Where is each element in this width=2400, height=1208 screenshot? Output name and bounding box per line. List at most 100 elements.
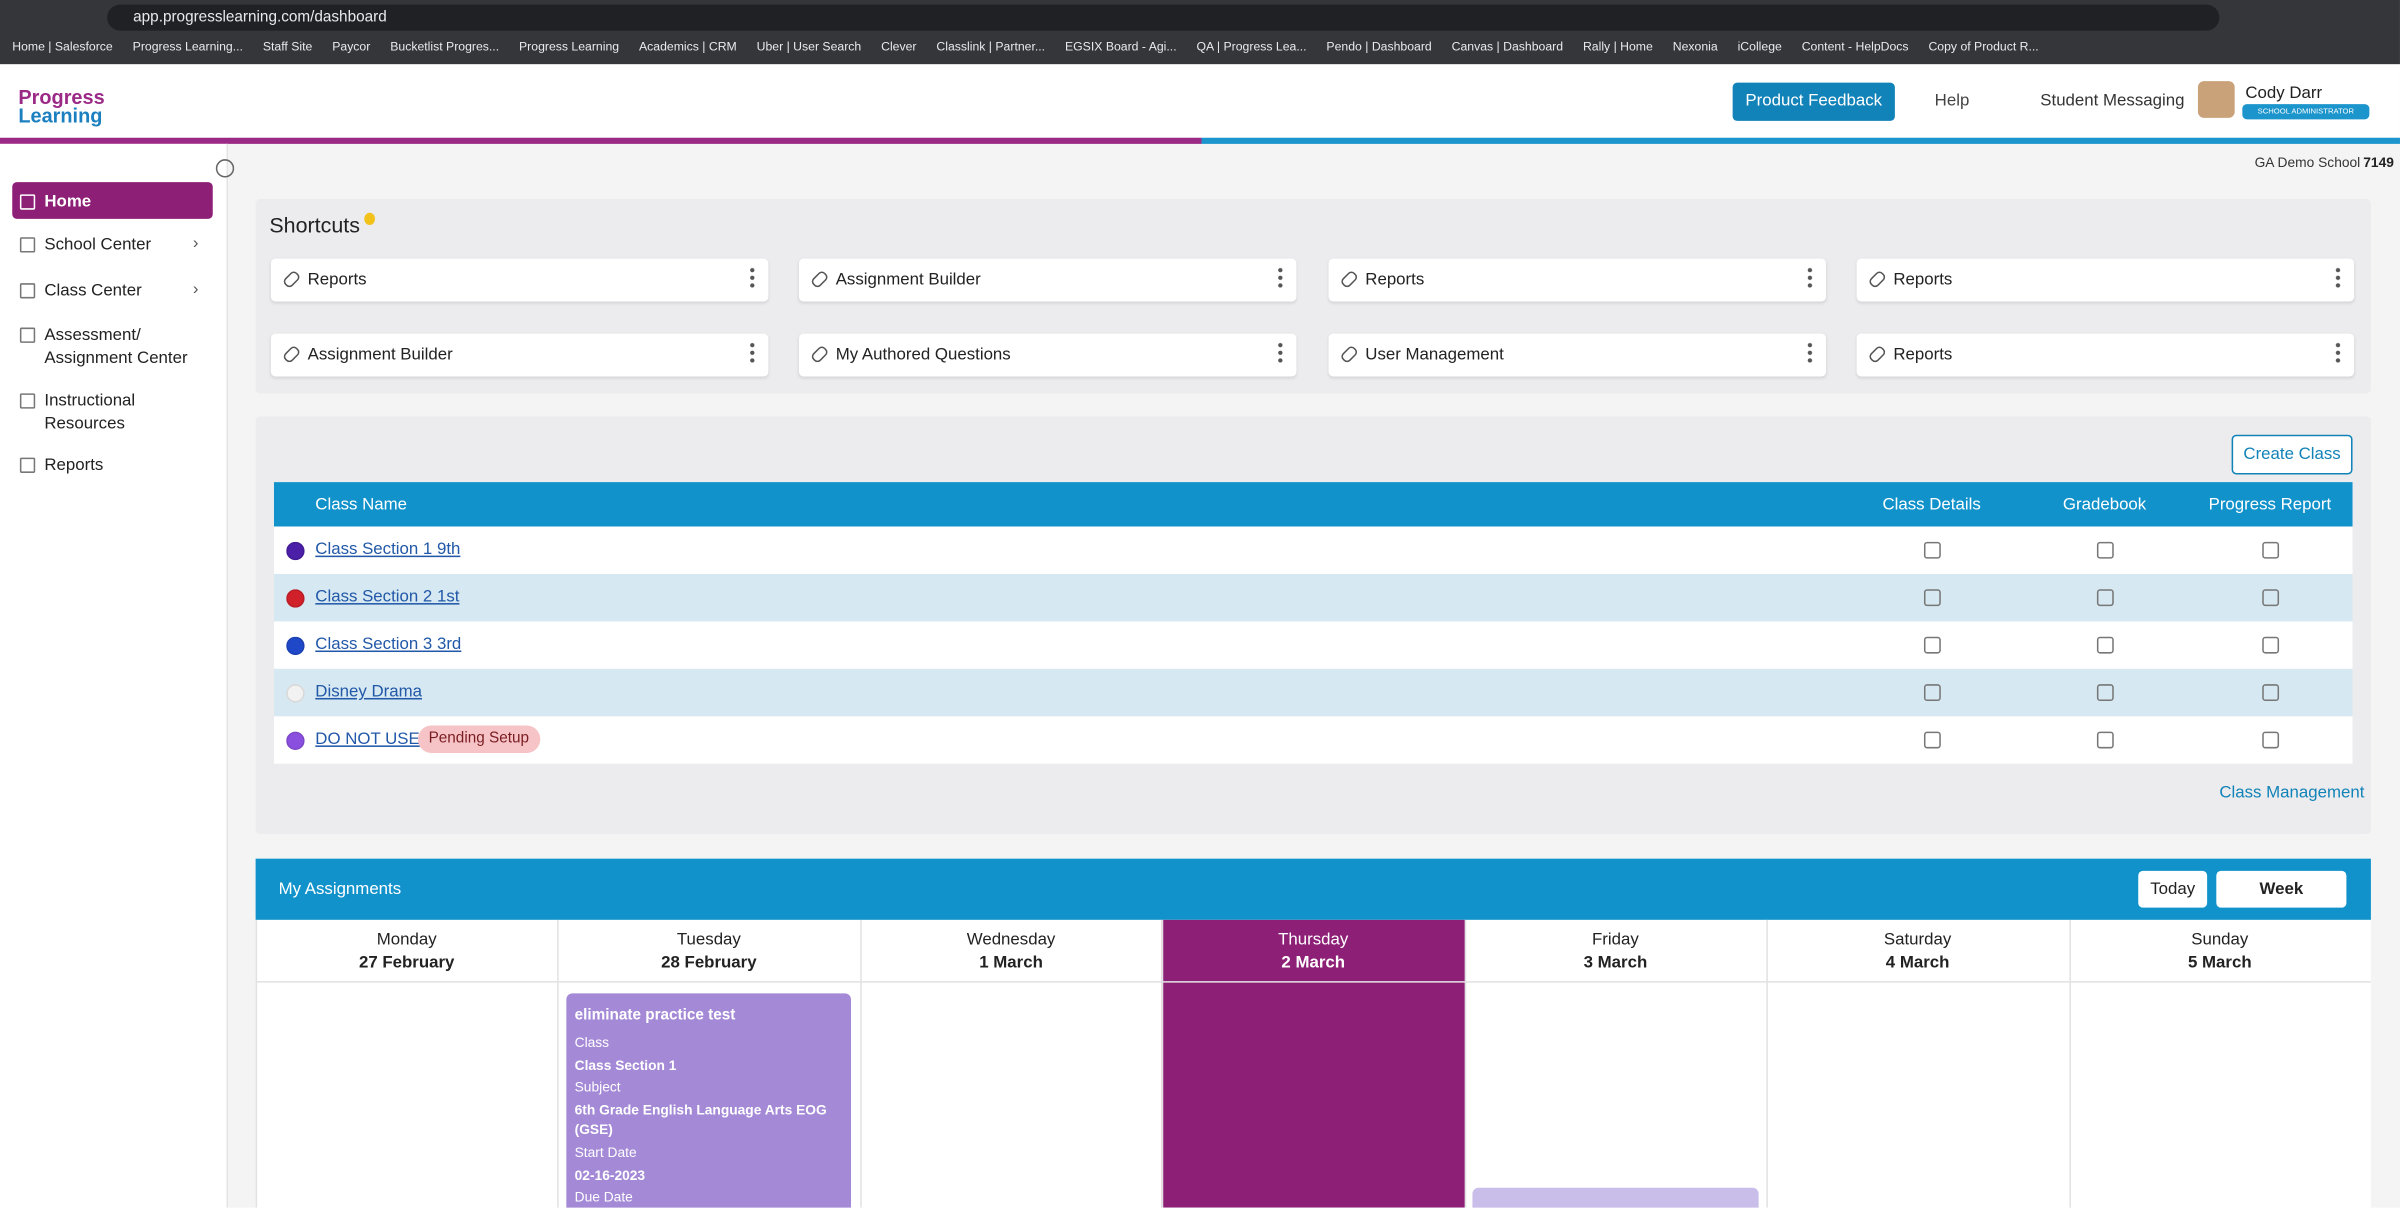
shortcut-label[interactable]: Reports xyxy=(307,270,367,290)
shortcut-card[interactable] xyxy=(1856,333,2355,377)
column-header: Gradebook xyxy=(2062,495,2147,515)
bookmark[interactable]: QA | Progress Lea... xyxy=(1196,39,1307,54)
sidebar xyxy=(0,143,229,1208)
kebab-menu[interactable] xyxy=(1278,266,1283,288)
chevron: › xyxy=(192,280,199,299)
row-action-icon[interactable] xyxy=(2262,731,2280,749)
nav-item[interactable]: Class Center xyxy=(44,281,142,300)
kebab-menu[interactable] xyxy=(1807,266,1813,288)
class-name-link[interactable]: DO NOT USE xyxy=(315,730,420,749)
bookmark[interactable]: Bucketlist Progres... xyxy=(390,39,500,54)
shortcut-card[interactable] xyxy=(798,333,1297,377)
address-bar[interactable] xyxy=(107,4,2220,31)
bookmark[interactable]: Canvas | Dashboard xyxy=(1451,39,1564,54)
kebab-menu[interactable] xyxy=(2335,266,2341,288)
kebab-menu[interactable] xyxy=(1807,341,1813,363)
collapse-button[interactable] xyxy=(215,159,235,178)
user-name[interactable]: Cody Darr xyxy=(2245,84,2323,103)
bookmark[interactable]: Paycor xyxy=(332,39,371,54)
row-action-icon[interactable] xyxy=(1923,589,1941,607)
bookmark[interactable]: Home | Salesforce xyxy=(12,39,113,54)
class-name-link[interactable]: Class Section 2 1st xyxy=(315,587,460,607)
bookmark[interactable]: Content - HelpDocs xyxy=(1801,39,1909,54)
column-header: Class Name xyxy=(315,495,407,515)
shortcut-card[interactable] xyxy=(270,333,769,377)
shortcut-card[interactable] xyxy=(270,258,769,302)
class-name-link[interactable]: Disney Drama xyxy=(315,682,422,702)
table-row xyxy=(273,526,2353,574)
class-name-link[interactable]: Class Section 1 9th xyxy=(315,540,461,559)
bookmark[interactable]: iCollege xyxy=(1737,39,1782,54)
field-value: 02-16-2023 xyxy=(574,1167,646,1183)
shortcut-label[interactable]: Assignment Builder xyxy=(307,345,453,365)
shortcut-card[interactable] xyxy=(1856,258,2355,302)
kebab-menu[interactable] xyxy=(749,341,755,363)
row-action-icon[interactable] xyxy=(2262,684,2280,702)
bookmark[interactable]: Classlink | Partner... xyxy=(936,39,1046,54)
week-button[interactable]: Week xyxy=(2216,870,2347,908)
student-messaging[interactable]: Student Messaging xyxy=(2040,91,2185,111)
field-label: Subject xyxy=(574,1079,621,1095)
today-button[interactable]: Today xyxy=(2138,870,2208,908)
row-action-icon[interactable] xyxy=(2262,541,2280,559)
row-action-icon[interactable] xyxy=(2096,589,2114,607)
weekday: Friday xyxy=(1592,930,1639,949)
day-date: 2 March xyxy=(1281,953,1346,972)
bookmark[interactable]: Pendo | Dashboard xyxy=(1326,39,1432,54)
class-name-link[interactable]: Class Section 3 3rd xyxy=(315,635,462,654)
bookmark[interactable]: Academics | CRM xyxy=(638,39,737,54)
row-action-icon[interactable] xyxy=(2096,541,2114,559)
row-action-icon[interactable] xyxy=(1923,541,1941,559)
friday-card[interactable] xyxy=(1472,1187,1759,1208)
bookmark[interactable]: Staff Site xyxy=(262,39,313,54)
class-management-link[interactable]: Class Management xyxy=(2219,783,2365,803)
nav-item[interactable]: Assessment/ Assignment Center xyxy=(44,326,188,368)
logo-line1[interactable]: Progress xyxy=(18,85,105,109)
row-action-icon[interactable] xyxy=(2262,589,2280,607)
bookmark[interactable]: Rally | Home xyxy=(1582,39,1653,54)
shortcut-card[interactable] xyxy=(1328,258,1827,302)
bookmark[interactable]: Clever xyxy=(881,39,917,54)
row-action-icon[interactable] xyxy=(2096,636,2114,654)
kebab-menu[interactable] xyxy=(749,266,755,288)
nav-icon xyxy=(19,237,36,253)
nav-item[interactable]: Reports xyxy=(44,456,104,475)
app-header xyxy=(0,64,2400,138)
shortcut-card[interactable] xyxy=(1328,333,1827,377)
logo-line2[interactable]: Learning xyxy=(18,104,103,128)
shortcut-card[interactable] xyxy=(798,258,1297,302)
kebab-menu[interactable] xyxy=(1278,341,1283,363)
row-action-icon[interactable] xyxy=(1923,636,1941,654)
weekday: Sunday xyxy=(2191,930,2249,949)
bookmark[interactable]: Nexonia xyxy=(1672,39,1718,54)
nav-icon xyxy=(19,283,36,299)
assignment-card[interactable]: eliminate practice test Class Class Sectio… xyxy=(566,993,851,1208)
product-feedback-button[interactable]: Product Feedback xyxy=(1732,82,1895,121)
kebab-menu[interactable] xyxy=(2335,341,2341,363)
row-action-icon[interactable] xyxy=(1923,684,1941,702)
row-action-icon[interactable] xyxy=(1923,731,1941,749)
shortcut-label[interactable]: Reports xyxy=(1893,270,1953,290)
shortcut-label[interactable]: User Management xyxy=(1365,345,1504,365)
bookmark[interactable]: Uber | User Search xyxy=(756,39,862,54)
nav-item[interactable]: Instructional Resources xyxy=(44,391,136,434)
create-class-button[interactable]: Create Class xyxy=(2231,434,2353,475)
shortcut-label[interactable]: Assignment Builder xyxy=(835,270,981,290)
bookmark[interactable]: EGSIX Board - Agi... xyxy=(1064,39,1177,54)
bookmark[interactable]: Copy of Product R... xyxy=(1928,39,2039,54)
row-action-icon[interactable] xyxy=(2096,684,2114,702)
avatar[interactable] xyxy=(2197,81,2235,118)
row-action-icon[interactable] xyxy=(2096,731,2114,749)
shortcut-label[interactable]: My Authored Questions xyxy=(835,345,1011,365)
bookmark[interactable]: Progress Learning... xyxy=(132,39,243,54)
url: app.progresslearning.com/dashboard xyxy=(133,9,387,27)
help-menu[interactable]: Help xyxy=(1934,91,1970,111)
day-date: 27 February xyxy=(358,953,455,972)
bookmark[interactable]: Progress Learning xyxy=(519,39,620,54)
row-action-icon[interactable] xyxy=(2262,636,2280,654)
shortcut-label[interactable]: Reports xyxy=(1893,345,1953,365)
shortcut-label[interactable]: Reports xyxy=(1365,270,1425,290)
nav-item[interactable]: Home xyxy=(44,192,92,212)
nav-item[interactable]: School Center xyxy=(44,235,152,255)
class-color-dot xyxy=(286,684,305,703)
